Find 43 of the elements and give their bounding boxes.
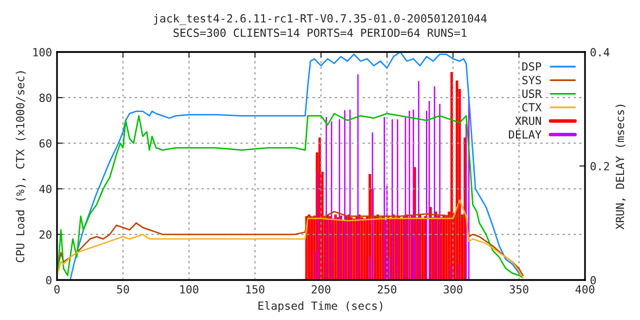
x-tick-label: 200	[312, 285, 330, 294]
y-tick-label: 20	[40, 230, 52, 239]
bar	[310, 217, 314, 280]
bar	[442, 214, 446, 280]
y-tick-label: 40	[39, 184, 52, 194]
bar	[360, 217, 364, 280]
y2-axis-title: XRUN, DELAY (msecs)	[616, 104, 626, 230]
x-tick-label: 100	[180, 285, 198, 294]
legend-label: USR	[522, 89, 542, 98]
legend-label: SYS	[522, 76, 541, 84]
line-series	[57, 200, 524, 278]
bar	[308, 214, 310, 280]
x-tick-label: 150	[246, 285, 264, 294]
bar	[400, 218, 403, 280]
bar	[456, 80, 458, 280]
x-tick-label: 250	[378, 285, 396, 294]
y-tick-label: 60	[39, 139, 52, 148]
bar	[334, 214, 337, 280]
y2-tick-label: 0	[590, 276, 596, 284]
x-tick-label: 400	[576, 285, 594, 294]
x-tick-label: 300	[444, 285, 462, 294]
y-axis-title: CPU Load (%), CTX (x1000/sec)	[16, 71, 26, 262]
bar	[363, 218, 366, 280]
legend-label: XRUN	[515, 116, 541, 126]
x-tick-label: 350	[510, 285, 528, 294]
y-tick-label: 0	[46, 276, 52, 284]
bar	[379, 217, 382, 280]
bar	[352, 218, 356, 280]
line-series	[57, 210, 524, 276]
chart-subtitle: SECS=300 CLIENTS=14 PORTS=4 PERIOD=64 RUNS=1	[174, 28, 466, 37]
x-tick-label: 0	[54, 285, 60, 294]
y2-tick-label: 0.2	[590, 162, 609, 170]
y2-tick-label: 0.4	[590, 48, 610, 56]
legend-label: DELAY	[508, 130, 542, 138]
x-tick-label: 50	[117, 285, 129, 294]
legend-label: DSP	[522, 62, 542, 71]
x-axis-title: Elapsed Time (secs)	[258, 301, 382, 312]
y-tick-label: 80	[39, 94, 52, 102]
bar	[376, 214, 380, 280]
legend-label: CTX	[522, 103, 542, 112]
chart-title: jack_test4-2.6.11-rc1-RT-V0.7.35-01.0-200501201044	[154, 14, 487, 26]
bar	[421, 218, 424, 280]
y-tick-label: 100	[33, 48, 52, 56]
